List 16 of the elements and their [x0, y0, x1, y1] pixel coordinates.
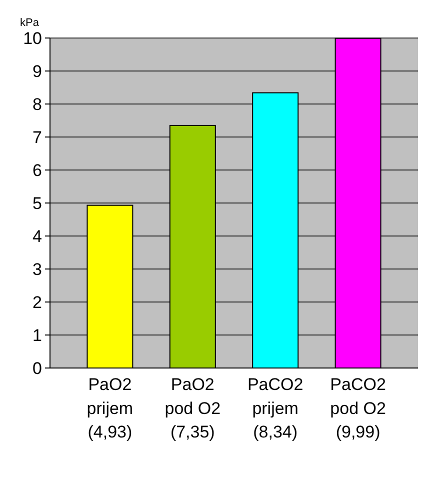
y-tick-label: 3 [32, 260, 42, 279]
y-tick-label: 4 [32, 226, 42, 246]
y-tick-label: 7 [32, 128, 42, 147]
y-tick-label: 5 [32, 194, 42, 213]
x-tick-label: PaO2 prijem (4,93) [86, 375, 134, 442]
y-tick-label: 8 [32, 94, 42, 114]
x-tick-label: PaCO2 pod O2 (9,99) [330, 375, 386, 442]
y-tick-label: 2 [32, 292, 42, 312]
y-tick-label: 1 [32, 326, 42, 345]
y-tick-label: 0 [32, 358, 42, 378]
y-tick-label: 6 [32, 160, 42, 180]
x-tick-label: PaO2 pod O2 (7,35) [164, 375, 221, 442]
y-axis-title: kPa [20, 17, 40, 29]
y-tick-label: 10 [23, 28, 42, 48]
y-tick-label: 9 [32, 62, 42, 81]
x-tick-label: PaCO2 prijem (8,34) [247, 375, 304, 442]
